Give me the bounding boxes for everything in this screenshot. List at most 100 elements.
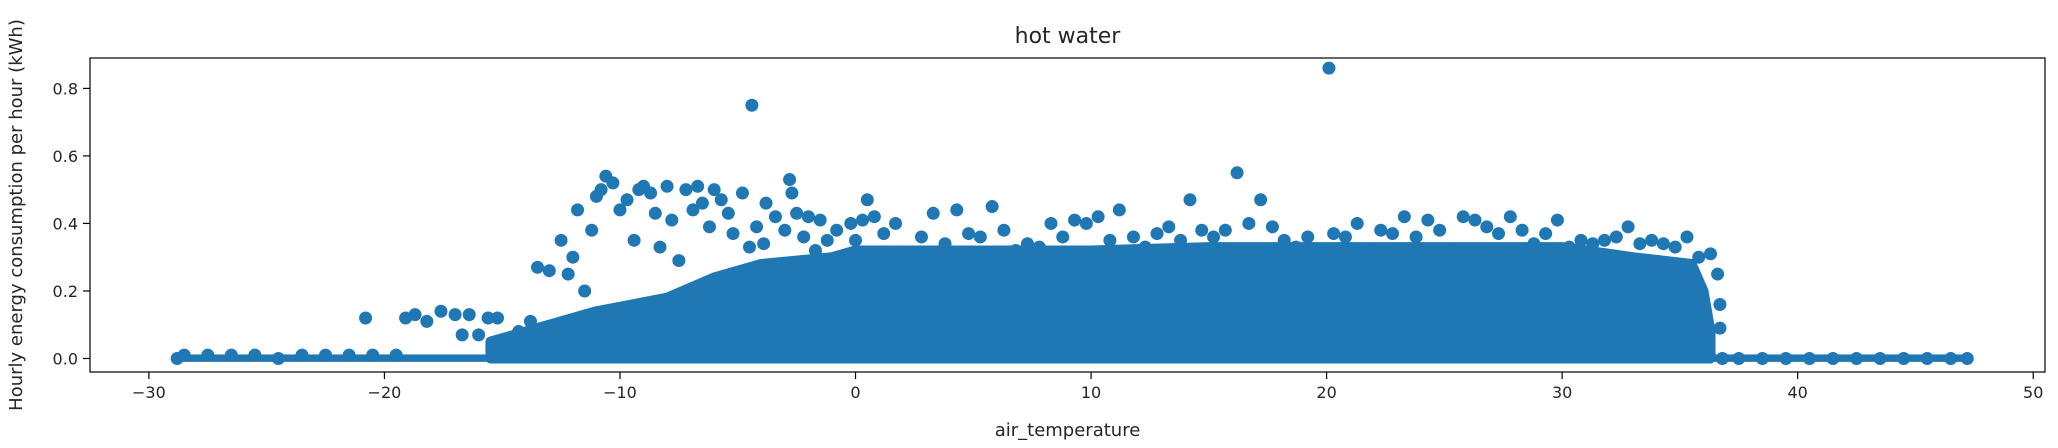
scatter-point	[830, 223, 844, 237]
scatter-point	[1032, 240, 1046, 254]
x-tick-label: 40	[1788, 383, 1808, 402]
scatter-point	[1313, 250, 1327, 264]
scatter-point	[702, 220, 716, 234]
scatter-point	[1468, 213, 1482, 227]
scatter-point	[359, 311, 373, 325]
chart-title: hot water	[1015, 24, 1122, 49]
scatter-point	[1397, 210, 1411, 224]
scatter-point	[644, 186, 658, 200]
scatter-point	[1515, 223, 1529, 237]
scatter-point	[1112, 203, 1126, 217]
scatter-point	[1779, 351, 1793, 365]
scatter-point	[877, 227, 891, 241]
scatter-point	[1550, 213, 1564, 227]
scatter-point	[224, 348, 238, 362]
plot-area	[170, 61, 1974, 365]
scatter-point	[860, 193, 874, 207]
scatter-point	[750, 220, 764, 234]
scatter-point	[660, 179, 674, 193]
scatter-point	[714, 193, 728, 207]
scatter-point	[177, 348, 191, 362]
scatter-point	[1174, 233, 1188, 247]
scatter-point	[1421, 213, 1435, 227]
scatter-point	[1492, 227, 1506, 241]
scatter-point	[1960, 351, 1974, 365]
scatter-point	[1444, 243, 1458, 257]
scatter-point	[849, 233, 863, 247]
scatter-point	[1362, 243, 1376, 257]
scatter-point	[721, 206, 735, 220]
scatter-point	[950, 203, 964, 217]
scatter-point	[1327, 227, 1341, 241]
scatter-point	[271, 351, 285, 365]
scatter-point	[1056, 230, 1070, 244]
scatter-point	[759, 196, 773, 210]
scatter-point	[1539, 227, 1553, 241]
scatter-point	[554, 233, 568, 247]
scatter-point	[1668, 240, 1682, 254]
scatter-point	[1527, 237, 1541, 251]
scatter-point	[778, 223, 792, 237]
y-tick-label: 0.4	[53, 214, 78, 233]
scatter-point	[1713, 297, 1727, 311]
scatter-point	[1409, 230, 1423, 244]
scatter-point	[1732, 351, 1746, 365]
scatter-point	[938, 237, 952, 251]
scatter-point	[462, 308, 476, 322]
scatter-point	[561, 267, 575, 281]
dense-point-band	[485, 242, 1716, 364]
scatter-point	[808, 243, 822, 257]
scatter-point	[1322, 61, 1336, 75]
scatter-point	[900, 247, 914, 261]
scatter-point	[1692, 250, 1706, 264]
scatter-point	[867, 210, 881, 224]
scatter-point	[837, 250, 851, 264]
scatter-point	[571, 203, 585, 217]
scatter-point	[1195, 223, 1209, 237]
scatter-point	[1091, 210, 1105, 224]
scatter-point	[1944, 351, 1958, 365]
scatter-point	[1480, 220, 1494, 234]
scatter-point	[366, 348, 380, 362]
scatter-point	[1230, 166, 1244, 180]
scatter-point	[1162, 220, 1176, 234]
x-tick-label: −30	[132, 383, 166, 402]
scatter-point	[1374, 223, 1388, 237]
scatter-point	[743, 240, 757, 254]
scatter-point	[434, 304, 448, 318]
scatter-point	[1645, 233, 1659, 247]
y-tick-label: 0.8	[53, 79, 78, 98]
scatter-point	[735, 186, 749, 200]
scatter-point	[1755, 351, 1769, 365]
scatter-point	[1044, 216, 1058, 230]
scatter-point	[1826, 351, 1840, 365]
plot-frame	[89, 57, 2046, 373]
scatter-point	[500, 335, 514, 349]
scatter-point	[973, 230, 987, 244]
scatter-point	[1150, 227, 1164, 241]
scatter-point	[1068, 213, 1082, 227]
scatter-point	[1704, 247, 1718, 261]
scatter-point	[820, 233, 834, 247]
scatter-point	[594, 183, 608, 197]
scatter-point	[665, 213, 679, 227]
scatter-point	[790, 206, 804, 220]
y-tick-label: 0.0	[53, 349, 78, 368]
scatter-point	[844, 216, 858, 230]
scatter-point	[1633, 237, 1647, 251]
scatter-point	[248, 348, 262, 362]
scatter-point	[627, 233, 641, 247]
scatter-point	[672, 254, 686, 268]
scatter-point	[1350, 216, 1364, 230]
scatter-point	[1126, 230, 1140, 244]
x-tick-label: 50	[2023, 383, 2043, 402]
scatter-point	[1802, 351, 1816, 365]
scatter-point	[757, 237, 771, 251]
scatter-point	[1656, 237, 1670, 251]
scatter-point	[472, 328, 486, 342]
scatter-point	[1386, 227, 1400, 241]
scatter-point	[1586, 237, 1600, 251]
scatter-point	[1503, 210, 1517, 224]
scatter-point	[1265, 220, 1279, 234]
scatter-point	[1574, 233, 1588, 247]
